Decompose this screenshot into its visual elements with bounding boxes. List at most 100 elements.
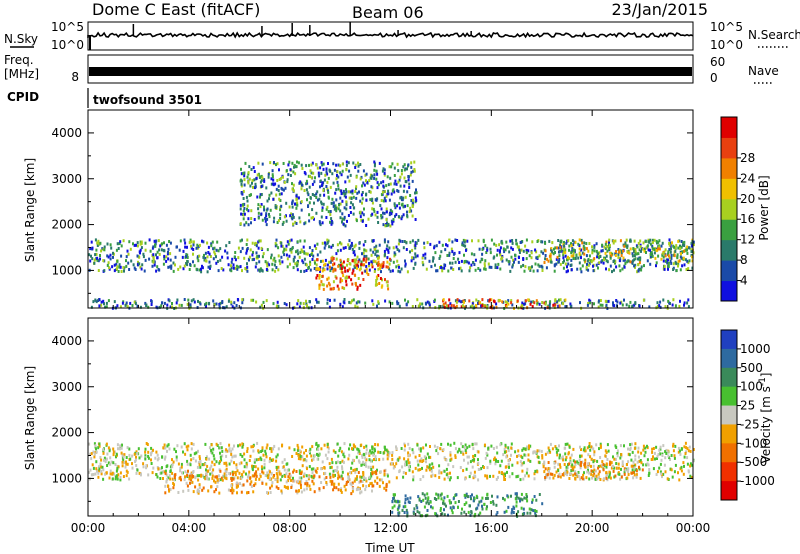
- data-cell: [626, 244, 629, 248]
- data-cell: [593, 244, 596, 248]
- data-cell: [121, 453, 124, 457]
- data-cell: [508, 262, 511, 266]
- data-cell: [158, 252, 161, 256]
- data-cell: [325, 167, 328, 171]
- data-cell: [97, 475, 100, 479]
- data-cell: [204, 259, 207, 263]
- data-cell: [543, 261, 546, 264]
- data-cell: [116, 443, 119, 447]
- data-cell: [464, 449, 467, 452]
- data-cell: [312, 467, 315, 471]
- data-cell: [188, 241, 191, 245]
- data-cell: [608, 473, 611, 477]
- data-cell: [260, 193, 263, 196]
- data-cell: [194, 476, 197, 480]
- data-cell: [489, 501, 492, 504]
- data-cell: [588, 262, 591, 266]
- data-cell: [685, 268, 688, 271]
- data-cell: [345, 483, 348, 486]
- data-cell: [574, 240, 577, 244]
- data-cell: [242, 213, 245, 217]
- data-cell: [308, 201, 311, 205]
- data-cell: [234, 251, 237, 254]
- data-cell: [459, 466, 462, 469]
- data-cell: [297, 299, 300, 303]
- data-cell: [649, 253, 652, 257]
- data-cell: [477, 450, 480, 454]
- data-cell: [247, 223, 250, 227]
- data-cell: [461, 507, 463, 511]
- data-cell: [110, 246, 113, 250]
- data-cell: [345, 203, 348, 207]
- data-cell: [225, 467, 228, 471]
- data-cell: [358, 449, 361, 453]
- colorbar-tick-label: 20: [740, 192, 755, 206]
- data-cell: [627, 470, 630, 474]
- data-cell: [140, 267, 143, 271]
- data-cell: [325, 216, 328, 219]
- data-cell: [298, 469, 301, 473]
- data-cell: [367, 257, 370, 261]
- data-cell: [606, 249, 609, 253]
- data-cell: [374, 213, 377, 217]
- data-cell: [305, 459, 308, 463]
- data-cell: [384, 278, 386, 282]
- data-cell: [212, 454, 215, 458]
- data-cell: [638, 304, 641, 308]
- data-cell: [673, 456, 676, 460]
- data-cell: [403, 176, 406, 180]
- data-cell: [125, 259, 127, 263]
- data-cell: [687, 449, 690, 453]
- data-cell: [371, 450, 374, 454]
- data-cell: [239, 250, 242, 254]
- data-cell: [251, 464, 253, 468]
- data-cell: [186, 302, 189, 306]
- data-cell: [618, 472, 621, 476]
- data-cell: [489, 247, 492, 251]
- data-cell: [597, 266, 599, 270]
- data-cell: [637, 241, 640, 245]
- data-cell: [686, 462, 689, 466]
- data-cell: [464, 443, 467, 447]
- data-cell: [479, 511, 482, 515]
- data-cell: [503, 498, 506, 502]
- data-cell: [293, 479, 296, 483]
- data-cell: [612, 239, 615, 243]
- data-cell: [361, 211, 364, 215]
- data-cell: [298, 255, 301, 259]
- data-cell: [288, 472, 291, 476]
- data-cell: [337, 207, 340, 211]
- data-cell: [428, 455, 430, 459]
- data-cell: [250, 484, 253, 488]
- data-cell: [272, 458, 275, 462]
- data-cell: [677, 239, 680, 243]
- data-cell: [388, 480, 391, 484]
- data-cell: [120, 270, 123, 273]
- data-cell: [299, 180, 302, 184]
- data-cell: [577, 471, 580, 474]
- data-cell: [90, 254, 92, 258]
- data-cell: [94, 472, 97, 476]
- data-cell: [354, 243, 357, 247]
- data-cell: [381, 278, 383, 282]
- data-cell: [326, 267, 329, 271]
- data-cell: [350, 278, 353, 282]
- data-cell: [609, 264, 612, 268]
- data-cell: [389, 176, 392, 180]
- data-cell: [333, 262, 336, 266]
- data-cell: [564, 305, 567, 309]
- data-cell: [541, 301, 544, 304]
- data-cell: [270, 449, 273, 453]
- data-cell: [315, 211, 318, 215]
- data-cell: [285, 303, 288, 307]
- data-cell: [418, 454, 421, 457]
- data-cell: [229, 268, 232, 272]
- x-tick-label: 04:00: [172, 521, 207, 535]
- data-cell: [371, 201, 374, 205]
- data-cell: [288, 446, 291, 450]
- data-cell: [404, 505, 407, 509]
- data-cell: [392, 497, 395, 500]
- data-cell: [411, 248, 414, 252]
- data-cell: [464, 477, 466, 481]
- data-cell: [333, 207, 336, 211]
